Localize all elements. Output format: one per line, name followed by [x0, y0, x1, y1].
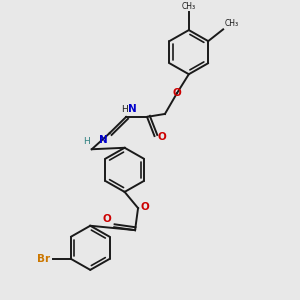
Text: N: N: [99, 134, 108, 145]
Text: O: O: [140, 202, 149, 212]
Text: H: H: [83, 137, 90, 146]
Text: H: H: [121, 105, 128, 114]
Text: O: O: [102, 214, 111, 224]
Text: CH₃: CH₃: [225, 19, 239, 28]
Text: N: N: [128, 104, 136, 114]
Text: CH₃: CH₃: [182, 2, 196, 11]
Text: O: O: [172, 88, 181, 98]
Text: O: O: [158, 133, 166, 142]
Text: Br: Br: [37, 254, 50, 264]
